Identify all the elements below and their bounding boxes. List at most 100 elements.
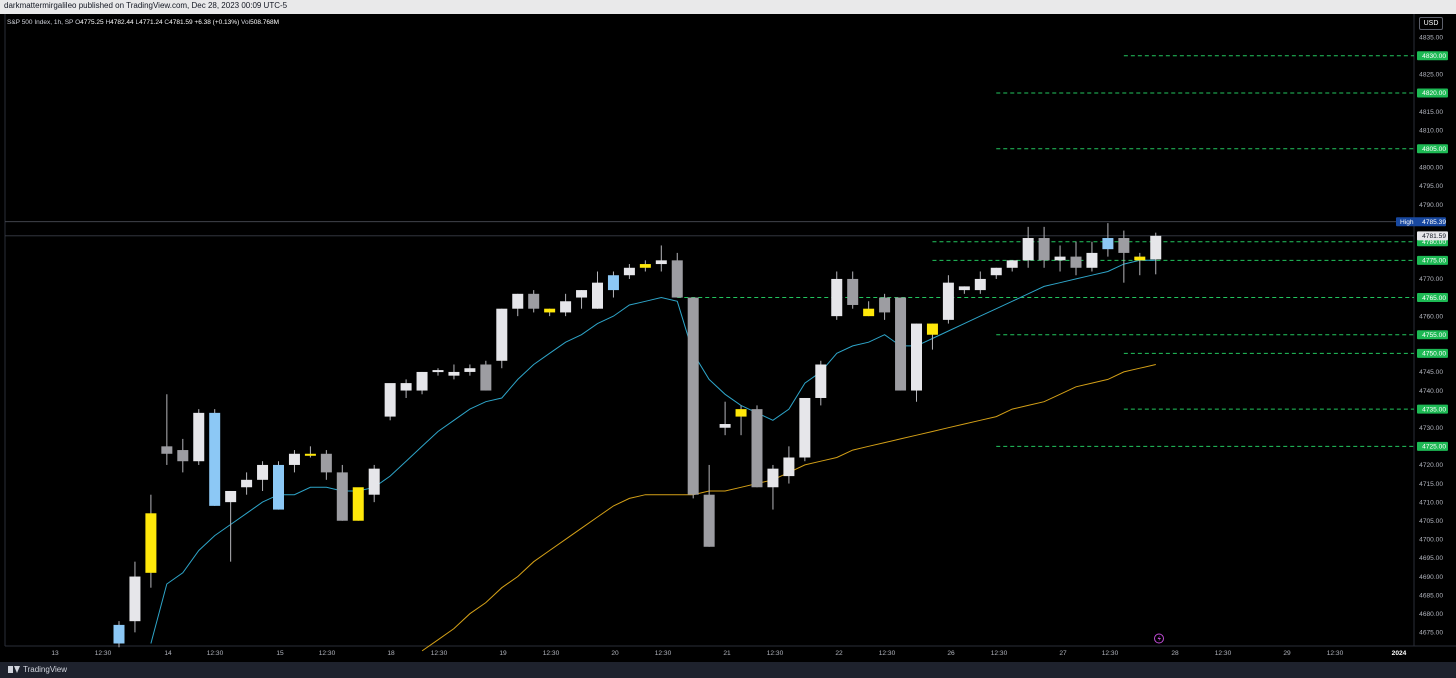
- event-bolt-icon: [1157, 635, 1161, 642]
- candle-body: [273, 464, 284, 510]
- candle-17: [384, 383, 396, 421]
- candle-3: [161, 394, 173, 465]
- ema-fast-line: [150, 259, 1156, 644]
- time-tick-label: 12:30: [319, 650, 336, 657]
- level-badge: [1417, 348, 1448, 358]
- level-badge-label: 4750.00: [1422, 351, 1446, 358]
- level-badge-label: 4765.00: [1422, 295, 1446, 302]
- candle-33: [639, 260, 651, 272]
- volume-label: Vol: [241, 19, 251, 26]
- time-tick-label: 12:30: [1215, 650, 1232, 657]
- candle-body: [368, 468, 380, 495]
- candle-body: [703, 494, 715, 547]
- candle-6: [209, 409, 221, 506]
- close-label: C: [164, 19, 170, 26]
- candle-7: [225, 490, 237, 562]
- time-tick-label: 22: [835, 650, 843, 657]
- candle-40: [751, 405, 763, 488]
- candle-body: [320, 453, 332, 473]
- candle-body: [1038, 238, 1050, 261]
- time-tick-label: 14: [164, 650, 172, 657]
- candle-56: [1006, 260, 1018, 272]
- candle-body: [480, 364, 492, 391]
- candle-52: [942, 275, 954, 324]
- high-value: 4782.44: [110, 19, 134, 26]
- price-tick-label: 4760.00: [1419, 313, 1443, 320]
- candle-body: [671, 260, 683, 298]
- candle-44: [815, 360, 827, 406]
- candle-53: [958, 286, 970, 294]
- candle-body: [241, 479, 253, 488]
- candlestick-chart[interactable]: 4675.00 4680.00 4685.00 4690.00 4695.00 4700.…: [0, 0, 1456, 660]
- candle-41: [767, 464, 779, 510]
- candle-25: [512, 293, 524, 317]
- candle-body: [1134, 256, 1146, 261]
- level-badge: [1417, 88, 1448, 98]
- time-tick-label: 12:30: [767, 650, 784, 657]
- session-high-value: 4785.39: [1422, 219, 1446, 226]
- time-tick-label: 12:30: [1102, 650, 1119, 657]
- candle-42: [783, 446, 795, 484]
- candle-2: [145, 494, 157, 588]
- candle-body: [639, 264, 651, 268]
- candle-37: [703, 464, 715, 547]
- candle-31: [607, 271, 619, 298]
- candle-body: [193, 412, 205, 462]
- candle-body: [512, 293, 524, 309]
- time-tick-label: 26: [947, 650, 955, 657]
- price-tick-label: 4715.00: [1419, 481, 1443, 488]
- price-tick-label: 4740.00: [1419, 388, 1443, 395]
- candle-body: [225, 490, 237, 503]
- candle-body: [879, 297, 891, 313]
- candle-13: [320, 450, 332, 480]
- price-tick-label: 4675.00: [1419, 630, 1443, 637]
- currency-button[interactable]: USD: [1419, 17, 1443, 30]
- candle-22: [464, 364, 476, 376]
- candle-35: [671, 252, 683, 298]
- level-badge-label: 4775.00: [1422, 258, 1446, 265]
- event-icon: [1154, 633, 1164, 644]
- candle-body: [384, 383, 396, 417]
- candle-body: [336, 472, 348, 521]
- candle-body: [576, 290, 588, 298]
- candle-body: [607, 275, 619, 291]
- candle-body: [815, 364, 827, 398]
- candle-21: [448, 364, 460, 380]
- price-tick-label: 4810.00: [1419, 127, 1443, 134]
- time-tick-label: 2024: [1392, 650, 1407, 657]
- candle-body: [1070, 256, 1082, 268]
- price-tick-label: 4705.00: [1419, 518, 1443, 525]
- price-tick-label: 4730.00: [1419, 425, 1443, 432]
- candle-10: [273, 461, 284, 510]
- candle-43: [799, 397, 811, 462]
- candle-body: [257, 464, 269, 480]
- time-tick-label: 29: [1283, 650, 1291, 657]
- candle-54: [974, 271, 986, 294]
- candle-body: [974, 278, 986, 291]
- price-tick-label: 4790.00: [1419, 202, 1443, 209]
- candle-28: [560, 293, 572, 317]
- level-badge: [1417, 441, 1448, 451]
- candle-body: [799, 397, 811, 458]
- level-badge: [1417, 404, 1448, 414]
- candle-20: [432, 368, 444, 376]
- level-badge-label: 4820.00: [1422, 90, 1446, 97]
- price-tick-label: 4700.00: [1419, 537, 1443, 544]
- candle-49: [895, 297, 907, 391]
- candle-15: [352, 487, 364, 521]
- candle-body: [400, 383, 412, 391]
- time-tick-label: 12:30: [95, 650, 112, 657]
- candle-58: [1038, 226, 1050, 268]
- price-tick-label: 4710.00: [1419, 499, 1443, 506]
- candle-63: [1118, 230, 1130, 283]
- price-tick-label: 4825.00: [1419, 72, 1443, 79]
- level-badge-label: 4780.00: [1422, 239, 1446, 246]
- tradingview-logo[interactable]: TradingView: [8, 665, 67, 674]
- candle-62: [1102, 223, 1114, 257]
- candle-body: [847, 278, 859, 305]
- candle-38: [719, 401, 731, 436]
- candle-body: [1086, 252, 1098, 268]
- candle-48: [879, 293, 891, 320]
- candle-32: [623, 264, 635, 279]
